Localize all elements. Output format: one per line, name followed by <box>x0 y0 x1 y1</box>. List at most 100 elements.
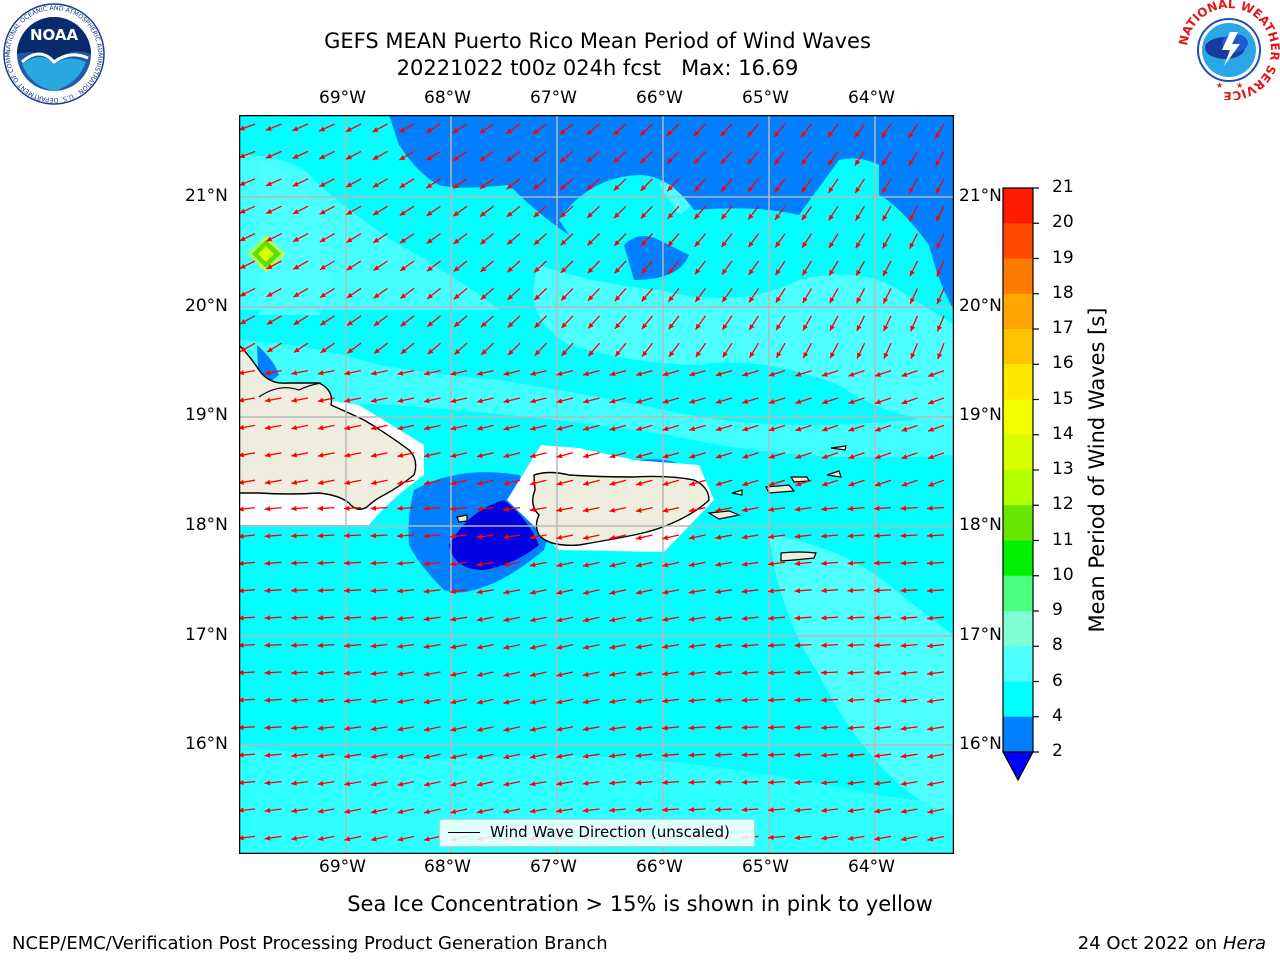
wind-wave-arrow <box>662 589 680 595</box>
wind-wave-arrow <box>582 726 600 732</box>
wind-wave-arrow <box>399 233 415 244</box>
wind-wave-arrow <box>317 725 335 731</box>
wind-wave-arrow <box>370 698 388 704</box>
wind-wave-arrow <box>741 697 759 703</box>
lat-label-right: 17°N <box>959 625 1002 645</box>
wind-wave-arrow <box>609 643 627 650</box>
colorbar-tick-label: 2 <box>1052 741 1063 761</box>
wind-wave-arrow <box>239 697 256 703</box>
wind-wave-arrow <box>635 589 653 595</box>
wind-wave-arrow <box>609 671 627 677</box>
wind-wave-arrow <box>714 779 733 785</box>
wind-wave-arrow <box>829 315 839 332</box>
wind-wave-arrow <box>239 452 256 458</box>
wind-wave-arrow <box>423 835 441 842</box>
wind-wave-arrow <box>453 287 468 300</box>
wind-wave-arrow <box>586 150 600 164</box>
wind-wave-arrow <box>370 808 388 815</box>
wind-wave-arrow <box>450 726 468 732</box>
wind-wave-arrow <box>856 315 866 332</box>
wind-wave-arrow <box>529 671 547 678</box>
lon-label-top: 67°W <box>530 88 577 108</box>
wind-wave-arrow <box>452 150 468 162</box>
wind-wave-arrow <box>847 560 865 566</box>
wind-wave-arrow <box>802 288 813 304</box>
colorbar-tick-label: 15 <box>1052 388 1074 409</box>
wind-wave-arrow <box>476 452 494 459</box>
wind-wave-arrow <box>344 698 362 704</box>
wind-wave-arrow <box>936 288 945 305</box>
wind-wave-arrow <box>586 178 600 191</box>
wind-wave-arrow <box>688 561 706 568</box>
wind-wave-arrow <box>747 150 759 165</box>
wind-wave-arrow <box>909 260 919 277</box>
wind-wave-arrow <box>688 725 706 731</box>
wind-wave-arrow <box>688 534 706 540</box>
wind-wave-arrow <box>640 178 653 192</box>
wind-wave-arrow <box>847 533 865 539</box>
wind-wave-arrow <box>635 643 653 650</box>
wind-wave-arrow <box>397 808 415 815</box>
wind-wave-arrow <box>715 616 733 622</box>
wind-wave-arrow <box>503 698 521 705</box>
wind-wave-arrow <box>742 424 759 432</box>
wind-wave-arrow <box>399 287 415 300</box>
wind-wave-arrow <box>802 342 813 359</box>
wind-wave-arrow <box>609 698 627 704</box>
wind-wave-arrow <box>317 780 335 786</box>
wind-wave-arrow <box>503 452 521 459</box>
wind-wave-arrow <box>640 260 653 275</box>
wind-wave-arrow <box>635 506 653 513</box>
wind-wave-arrow <box>559 205 574 219</box>
wind-wave-arrow <box>582 452 600 459</box>
wind-wave-arrow <box>662 506 680 513</box>
wind-wave-arrow <box>741 752 759 758</box>
wind-wave-arrow <box>317 505 335 511</box>
wind-wave-arrow <box>533 205 547 218</box>
wind-wave-arrow <box>317 424 335 431</box>
wind-wave-arrow <box>503 726 521 732</box>
wind-wave-arrow <box>768 397 786 404</box>
wind-wave-arrow <box>370 533 388 539</box>
wind-wave-arrow <box>344 725 362 732</box>
wind-wave-arrow <box>450 424 468 431</box>
wind-wave-arrow <box>821 835 839 841</box>
wind-wave-arrow <box>715 369 733 377</box>
wind-wave-arrow <box>927 369 945 377</box>
wind-wave-arrow <box>768 615 786 621</box>
wind-wave-arrow <box>582 397 600 404</box>
wind-wave-arrow <box>855 205 866 221</box>
wind-wave-arrow <box>317 587 335 594</box>
wind-wave-arrow <box>343 587 362 594</box>
wind-wave-arrow <box>794 835 812 841</box>
wind-wave-arrow <box>291 725 309 731</box>
wind-wave-arrow <box>900 615 918 621</box>
wind-wave-arrow <box>667 233 680 247</box>
wind-wave-arrow <box>609 534 627 541</box>
wind-wave-arrow <box>423 505 441 512</box>
colorbar-tick-label: 8 <box>1052 635 1063 656</box>
wind-wave-arrow <box>748 288 760 303</box>
wind-wave-arrow <box>768 834 786 841</box>
wind-wave-arrow <box>450 588 468 595</box>
wind-wave-arrow <box>529 780 547 787</box>
lat-label-left: 21°N <box>185 186 228 206</box>
wind-wave-arrow <box>847 615 865 621</box>
wind-wave-arrow <box>264 452 282 458</box>
lon-label-top: 66°W <box>636 88 683 108</box>
wind-wave-arrow <box>720 178 733 193</box>
lon-label-top: 69°W <box>319 88 366 108</box>
wind-wave-arrow <box>848 397 865 405</box>
wind-wave-arrow <box>774 178 786 193</box>
wind-wave-arrow <box>828 260 839 276</box>
lon-label-bottom: 66°W <box>636 857 683 877</box>
wind-wave-arrow <box>767 779 786 785</box>
colorbar-tick-label: 13 <box>1052 459 1074 479</box>
wind-wave-arrow <box>927 753 945 759</box>
colorbar-tick-label: 14 <box>1052 423 1074 444</box>
wind-wave-arrow <box>423 560 441 567</box>
wind-wave-arrow <box>821 533 839 539</box>
colorbar-tick-label: 9 <box>1052 600 1063 620</box>
wind-wave-arrow <box>635 725 653 731</box>
wind-wave-arrow <box>344 397 362 403</box>
